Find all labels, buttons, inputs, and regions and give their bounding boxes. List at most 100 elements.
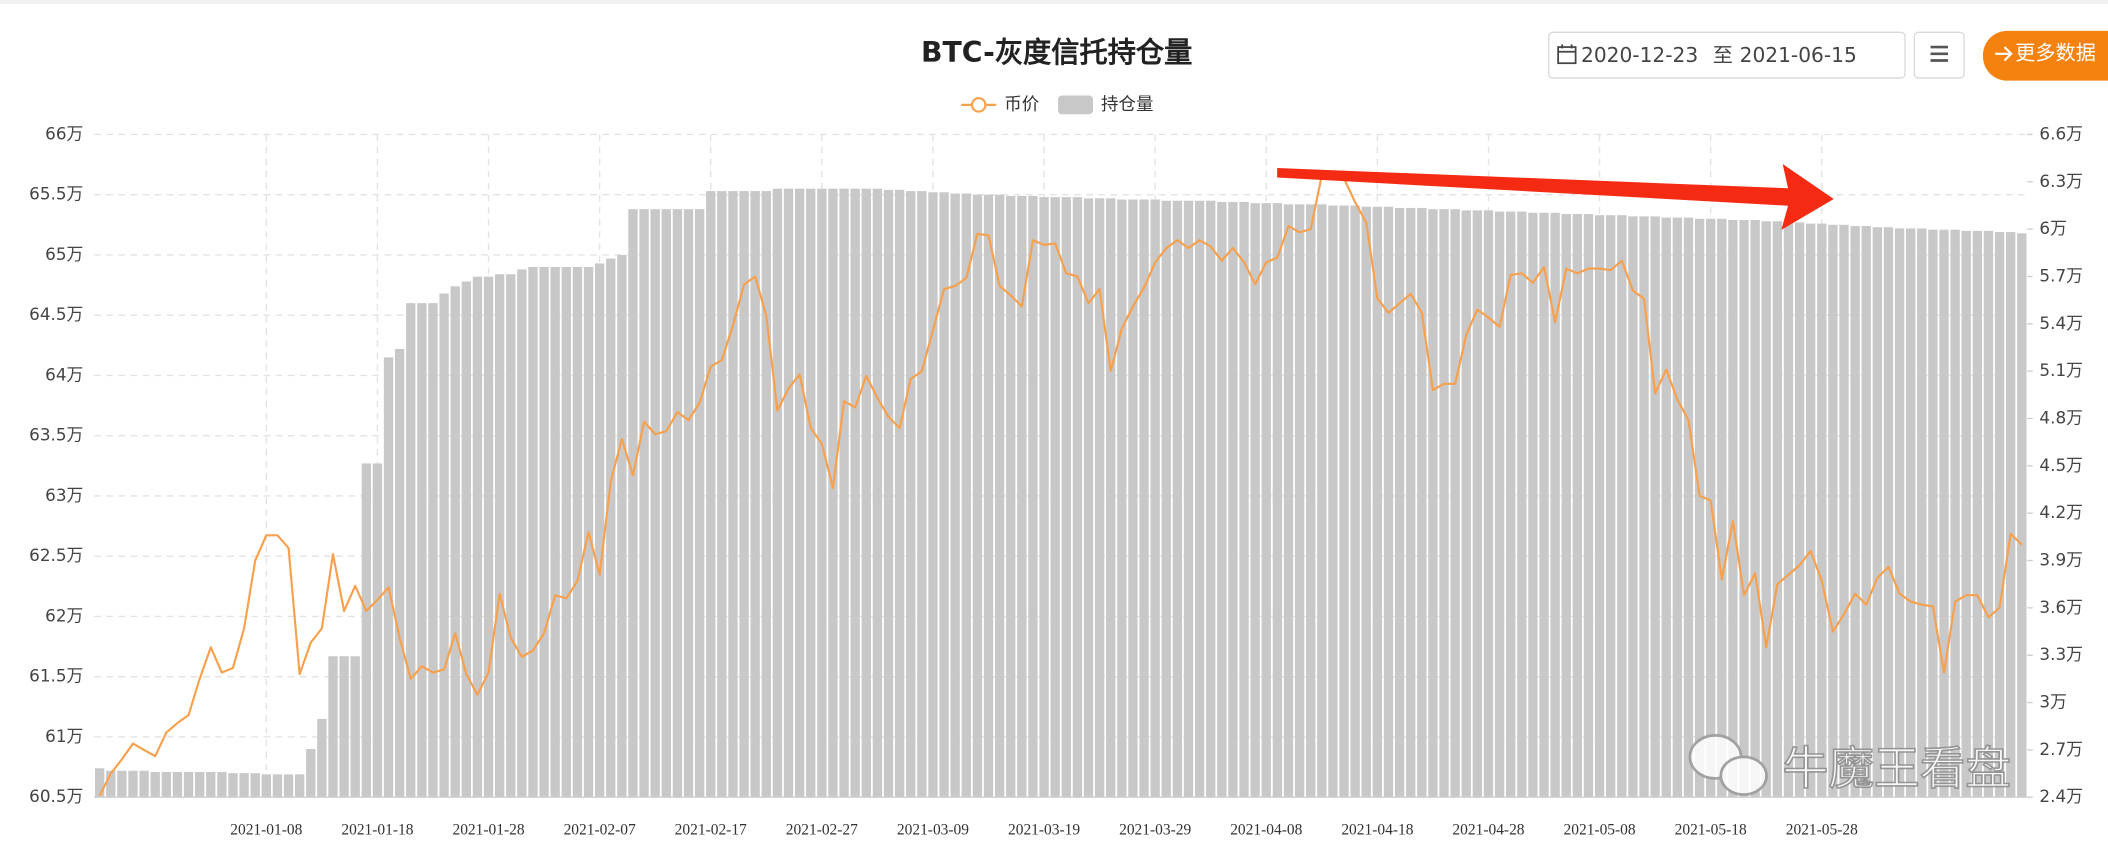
bar [1372,206,1383,798]
bar [2017,233,2027,798]
date-start: 2020-12-23 [1581,43,1698,67]
bar [872,188,883,798]
bar [717,191,727,798]
bar [1839,224,1849,798]
legend: 币价 持仓量 [961,95,1153,115]
bar [1539,212,1549,798]
bar [1906,228,1916,798]
bar [1239,201,1249,798]
bar [1861,226,1871,798]
bar [328,656,338,798]
date-end: 2021-06-15 [1740,43,1857,67]
y-tick-label: 61万 [45,726,83,746]
bar [250,773,260,798]
bar [961,193,971,798]
y-tick-label: 63万 [45,485,83,505]
bar [361,463,371,798]
more-data-button[interactable]: 更多数据 [1982,30,2108,81]
y-tick-label: 62万 [45,605,83,625]
watermark: 牛魔王看盘 [1688,734,2012,796]
y-tick-label: 60.5万 [29,786,83,806]
date-box[interactable] [1548,31,1906,79]
legend-swatch [1058,95,1093,115]
x-tick-label: 2021-03-09 [897,821,969,838]
bar [461,281,471,798]
y2-tick-label: 6.3万 [2039,171,2083,191]
bar [1006,195,1016,798]
legend-item: 币价 [961,95,1039,115]
bar [1250,203,1260,798]
bar [306,749,316,798]
bar [350,656,360,798]
bars [94,188,2027,798]
bar [1306,204,1316,798]
bar [183,771,194,798]
y2-tick-label: 4.5万 [2039,455,2083,475]
menu-icon [1930,45,1949,62]
date-separator: 至 [1713,43,1733,67]
bar [1083,198,1094,798]
bar [1517,211,1527,798]
y2-tick-label: 2.7万 [2039,739,2083,759]
bar [1150,199,1160,798]
y2-tick-label: 3.9万 [2039,550,2083,570]
chart-title: BTC-灰度信托持仓量 [921,36,1192,69]
bar [928,192,938,798]
bar [261,774,271,798]
bar [1194,200,1205,798]
bar [839,188,849,798]
y2-tick-label: 4.8万 [2039,407,2083,427]
bar [572,267,583,798]
bar [217,771,227,798]
bar [1106,198,1116,798]
bar [661,209,671,798]
bar [1328,205,1338,798]
bar [372,463,383,798]
bar [272,774,283,798]
bar [639,209,649,798]
bar [706,191,716,798]
bar [117,770,127,798]
more-data-box[interactable] [1982,30,2108,81]
bar [1794,222,1805,798]
bar [1928,229,1938,798]
bar [406,303,416,798]
bar [1761,221,1771,798]
x-tick-label: 2021-03-29 [1119,821,1191,838]
menu-button[interactable] [1913,31,1965,79]
bar [1172,200,1183,798]
bar [1817,223,1827,798]
bar [1561,213,1571,798]
x-tick-label: 2021-01-08 [230,821,302,838]
bar [194,771,205,798]
x-tick-label: 2021-04-08 [1230,821,1302,838]
y-tick-label: 64万 [45,364,83,384]
date-range-picker[interactable]: 2020-12-23 至 2021-06-15 [1548,31,1906,79]
y2-tick-label: 2.4万 [2039,786,2083,806]
bar [483,276,494,798]
bar [1950,229,1960,798]
bar [1650,216,1660,798]
bar [1872,227,1883,798]
bar [850,188,860,798]
bar [828,188,838,798]
x-tick-label: 2021-04-28 [1452,821,1524,838]
bar [894,189,905,798]
bar [650,209,660,798]
bar [1483,210,1494,798]
bar [1039,197,1049,798]
bar [1939,229,1949,798]
price-line [98,171,2023,797]
bar [1683,217,1694,798]
bar [1228,201,1238,798]
bar [1606,215,1616,798]
bar [628,209,638,798]
bar [128,770,138,798]
bar [106,770,116,798]
bar [1339,205,1349,798]
bar [1739,220,1749,798]
y-tick-label: 65万 [45,244,83,264]
bar [1394,207,1405,798]
axes: 60.5万 61万 61.5万 62万 62.5万 63万 63.5万 64万 64.5万 65万… [29,123,2083,838]
bar [539,267,549,798]
